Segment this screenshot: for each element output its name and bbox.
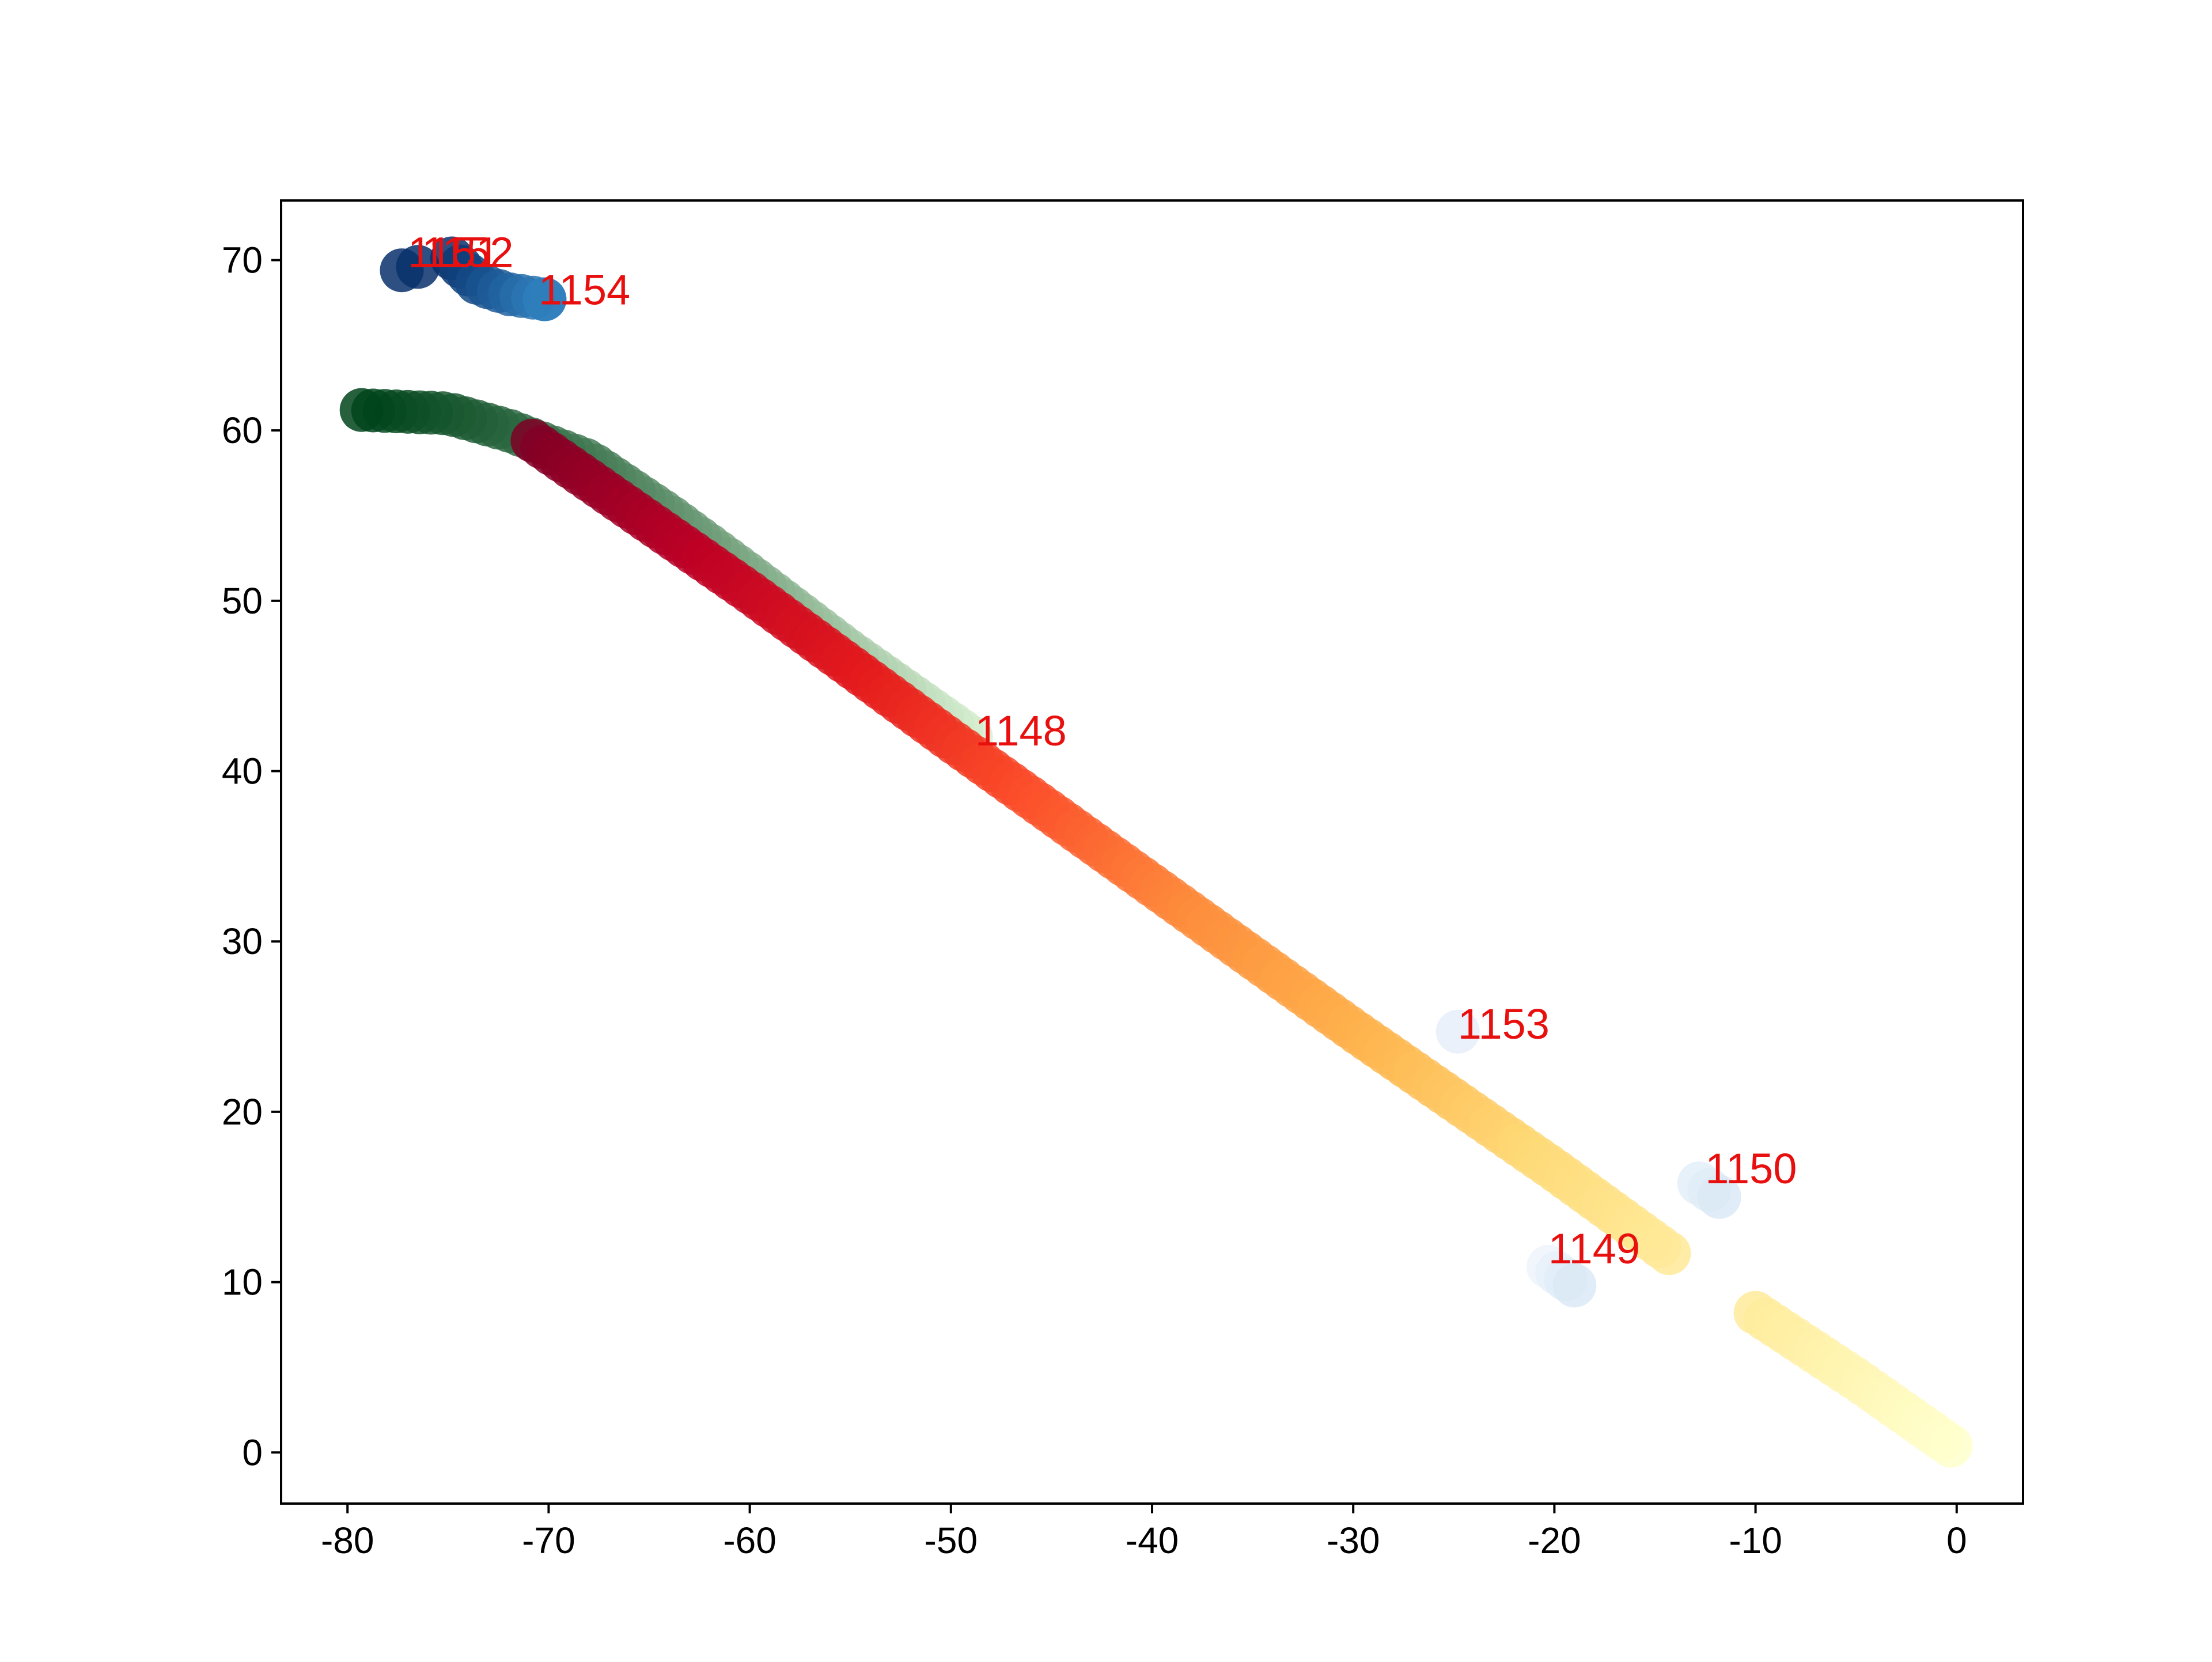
data-point-main-track [1929, 1424, 1973, 1468]
x-tick-label: 0 [1946, 1520, 1967, 1561]
series-1151 [380, 245, 440, 293]
track-label-1152: 1152 [422, 228, 513, 276]
y-tick-label: 70 [222, 239, 263, 281]
series-1150 [1677, 1161, 1741, 1219]
track-label-1148: 1148 [975, 707, 1067, 755]
data-point-1153 [1435, 1009, 1480, 1054]
data-point-1151 [396, 245, 440, 289]
data-point-1148 [339, 388, 384, 432]
track-label-1151: 1151 [408, 228, 499, 276]
series-1154 [522, 277, 567, 321]
x-tick-label: -40 [1126, 1520, 1179, 1561]
x-axis: -80 -70 -60 -50 -40 -30 -20 -10 0 [321, 1504, 1967, 1561]
x-tick-label: -50 [925, 1520, 978, 1561]
x-tick-label: -80 [321, 1520, 374, 1561]
track-label-1154: 1154 [539, 266, 630, 313]
data-point-1154 [522, 277, 567, 321]
x-tick-label: -20 [1528, 1520, 1581, 1561]
y-axis: 0 10 20 30 40 50 60 70 [222, 239, 281, 1473]
y-tick-label: 60 [222, 410, 263, 451]
y-tick-label: 0 [242, 1432, 263, 1473]
series-1153 [1435, 1009, 1480, 1054]
x-tick-label: -10 [1729, 1520, 1782, 1561]
series-1149 [1526, 1245, 1597, 1308]
y-tick-label: 40 [222, 751, 263, 792]
track-label-1150: 1150 [1705, 1145, 1797, 1192]
track-label-1153: 1153 [1458, 1000, 1550, 1048]
x-tick-label: -70 [522, 1520, 575, 1561]
data-point-main-track [1647, 1231, 1691, 1275]
series-main-track [510, 418, 1973, 1468]
y-tick-label: 20 [222, 1091, 263, 1133]
track-label-1149: 1149 [1548, 1225, 1640, 1273]
y-tick-label: 50 [222, 580, 263, 622]
y-tick-label: 10 [222, 1262, 263, 1303]
data-point-1149 [1552, 1263, 1597, 1308]
y-tick-label: 30 [222, 921, 263, 962]
x-tick-label: -60 [723, 1520, 777, 1561]
x-tick-label: -30 [1327, 1520, 1380, 1561]
data-marks [339, 236, 1973, 1468]
data-point-1150 [1697, 1175, 1741, 1219]
